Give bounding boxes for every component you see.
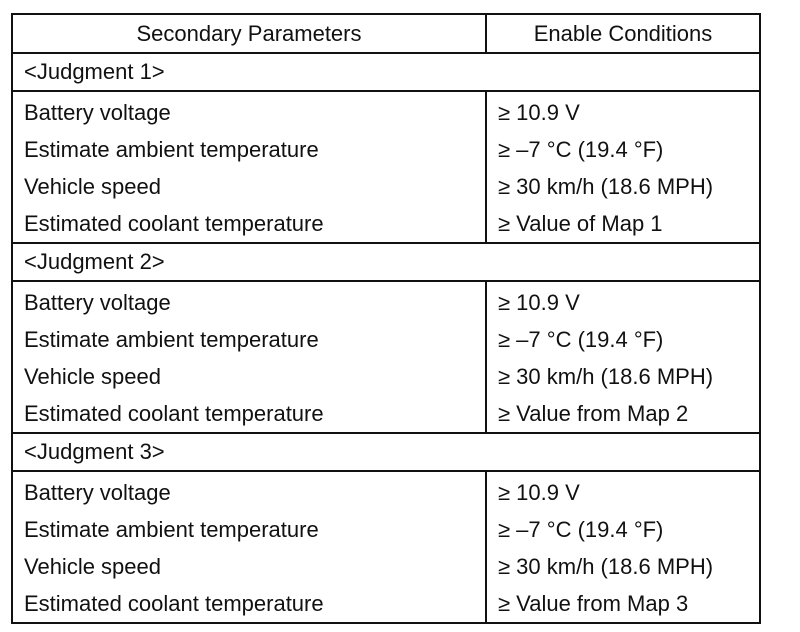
table-row: Vehicle speed ≥ 30 km/h (18.6 MPH)	[12, 548, 760, 585]
param-condition: ≥ Value from Map 3	[486, 585, 760, 624]
table-row: Vehicle speed ≥ 30 km/h (18.6 MPH)	[12, 358, 760, 395]
table-row: Estimate ambient temperature ≥ –7 °C (19…	[12, 511, 760, 548]
param-name: Estimated coolant temperature	[12, 205, 487, 244]
header-row: Secondary Parameters Enable Conditions	[12, 14, 760, 54]
table-row: Estimate ambient temperature ≥ –7 °C (19…	[12, 321, 760, 358]
param-name: Estimated coolant temperature	[12, 585, 487, 624]
param-condition: ≥ Value from Map 2	[486, 395, 760, 434]
param-condition: ≥ 30 km/h (18.6 MPH)	[498, 173, 714, 199]
group-title: <Judgment 1>	[12, 53, 760, 92]
param-name: Battery voltage	[12, 281, 487, 321]
param-name: Estimated coolant temperature	[12, 395, 487, 434]
enable-conditions-table: Secondary Parameters Enable Conditions <…	[11, 13, 761, 624]
param-name: Battery voltage	[12, 91, 487, 131]
param-condition: ≥ 10.9 V	[498, 289, 580, 315]
group-title: <Judgment 3>	[12, 433, 760, 472]
group-row-judgment-1: <Judgment 1>	[12, 53, 760, 92]
param-name: Estimate ambient temperature	[12, 511, 487, 548]
table-row: Vehicle speed ≥ 30 km/h (18.6 MPH)	[12, 168, 760, 205]
table-row: Battery voltage ≥ 10.9 V	[12, 471, 760, 511]
param-name: Battery voltage	[12, 471, 487, 511]
param-name: Estimate ambient temperature	[12, 131, 487, 168]
param-condition: ≥ 30 km/h (18.6 MPH)	[498, 363, 714, 389]
group-row-judgment-2: <Judgment 2>	[12, 243, 760, 282]
param-condition: ≥ 10.9 V	[498, 99, 580, 125]
param-name: Vehicle speed	[12, 548, 487, 585]
param-condition: ≥ –7 °C (19.4 °F)	[498, 516, 664, 542]
param-condition: ≥ Value of Map 1	[486, 205, 760, 244]
table-row: Estimate ambient temperature ≥ –7 °C (19…	[12, 131, 760, 168]
param-condition: ≥ –7 °C (19.4 °F)	[498, 136, 664, 162]
table-row: Estimated coolant temperature ≥ Value fr…	[12, 585, 760, 624]
header-enable-conditions: Enable Conditions	[486, 14, 760, 54]
group-row-judgment-3: <Judgment 3>	[12, 433, 760, 472]
table-row: Battery voltage ≥ 10.9 V	[12, 281, 760, 321]
header-secondary-parameters: Secondary Parameters	[12, 14, 487, 54]
table-row: Estimated coolant temperature ≥ Value of…	[12, 205, 760, 244]
table-row: Estimated coolant temperature ≥ Value fr…	[12, 395, 760, 434]
param-condition: ≥ –7 °C (19.4 °F)	[498, 326, 664, 352]
param-name: Estimate ambient temperature	[12, 321, 487, 358]
param-condition: ≥ 10.9 V	[498, 479, 580, 505]
param-name: Vehicle speed	[12, 358, 487, 395]
group-title: <Judgment 2>	[12, 243, 760, 282]
param-name: Vehicle speed	[12, 168, 487, 205]
param-condition: ≥ 30 km/h (18.6 MPH)	[498, 553, 714, 579]
table-row: Battery voltage ≥ 10.9 V	[12, 91, 760, 131]
